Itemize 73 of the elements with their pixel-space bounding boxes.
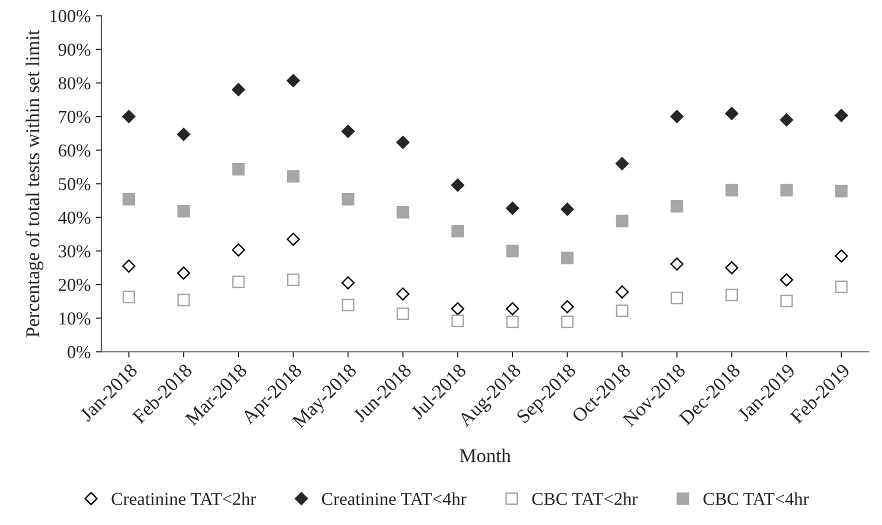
point [506, 244, 519, 258]
point [232, 83, 246, 96]
point [122, 192, 136, 206]
point [232, 276, 245, 288]
point [177, 205, 190, 218]
point [451, 314, 464, 328]
point [342, 298, 354, 312]
point [341, 276, 355, 290]
y-axis-title: Percentage of total tests within set limit [25, 30, 44, 338]
x-axis-title: Month [460, 448, 511, 462]
point [725, 288, 738, 302]
point [670, 110, 684, 124]
point [780, 294, 793, 308]
point [616, 214, 628, 228]
y-tick-label: 30% [58, 245, 90, 258]
point [780, 184, 793, 196]
point [396, 136, 410, 150]
point [451, 224, 464, 238]
point [177, 128, 190, 141]
point [396, 308, 410, 320]
point [834, 108, 848, 122]
point [287, 170, 300, 183]
point [232, 163, 245, 176]
point [725, 261, 738, 274]
point [616, 157, 629, 170]
point [396, 287, 410, 301]
y-tick-label: 90% [58, 44, 90, 56]
point [177, 266, 190, 280]
point [560, 202, 574, 216]
point [616, 285, 629, 299]
point [834, 249, 848, 263]
y-tick-label: 60% [58, 144, 90, 157]
point [725, 184, 738, 196]
point [835, 184, 848, 198]
point [232, 243, 246, 257]
point [561, 316, 574, 328]
point [506, 302, 520, 316]
point [835, 280, 848, 294]
point [561, 252, 574, 264]
legend-label: Creatinine TAT<4hr [322, 492, 466, 506]
point [780, 113, 794, 126]
point [506, 316, 519, 328]
point [616, 304, 628, 318]
point [725, 106, 738, 120]
y-tick-label: 20% [58, 278, 90, 292]
point [451, 178, 464, 192]
y-tick-label: 80% [58, 77, 90, 90]
y-tick-label: 10% [60, 312, 90, 325]
y-tick-label: 70% [59, 110, 90, 124]
point [286, 232, 300, 246]
point [342, 192, 354, 206]
y-tick-label: 50% [58, 178, 90, 190]
point [670, 200, 684, 213]
point [287, 274, 300, 286]
point [670, 257, 684, 271]
point [341, 124, 355, 138]
point [670, 292, 684, 304]
point [396, 206, 410, 219]
point [451, 302, 464, 316]
point [780, 273, 794, 286]
legend-label: Creatinine TAT<2hr [112, 492, 256, 506]
y-tick-label: 40% [58, 212, 90, 224]
point [560, 300, 574, 314]
point [286, 74, 300, 88]
point [506, 202, 520, 215]
point [177, 294, 190, 306]
point [122, 259, 136, 273]
y-tick-label: 0% [68, 346, 90, 358]
point [122, 110, 136, 124]
y-tick-label: 100% [50, 10, 90, 22]
legend-label: CBC TAT<4hr [703, 492, 809, 506]
point [122, 290, 136, 304]
legend-label: CBC TAT<2hr [532, 492, 638, 506]
